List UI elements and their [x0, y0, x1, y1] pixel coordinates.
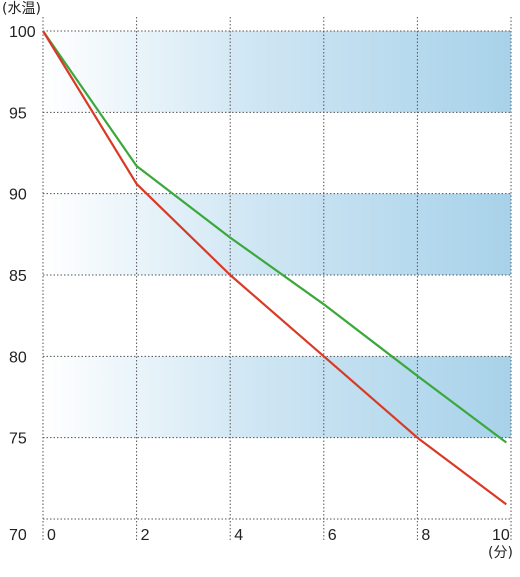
y-tick-label: 75 [9, 431, 27, 448]
x-tick-label: 10 [492, 527, 510, 544]
shaded-bands [43, 31, 511, 438]
y-tick-label: 85 [9, 268, 27, 285]
x-tick-label: 8 [421, 527, 430, 544]
x-unit-label: (分) [488, 545, 513, 561]
x-tick-labels: 0 2 4 6 8 10 [47, 527, 510, 544]
x-tick-label: 0 [47, 527, 56, 544]
x-tick-label: 6 [328, 527, 337, 544]
y-tick-label: 80 [9, 349, 27, 366]
x-tick-label: 4 [234, 527, 243, 544]
shaded-band [43, 356, 511, 438]
shaded-band [43, 193, 511, 275]
series-lines [42, 30, 507, 506]
y-tick-label: 100 [9, 24, 36, 41]
y-tick-label: 90 [9, 187, 27, 204]
shaded-band [43, 31, 511, 113]
series-line-green [42, 30, 507, 444]
y-tick-labels: 70 75 80 85 90 95 100 [9, 24, 36, 544]
grid [42, 17, 512, 540]
x-tick-label: 2 [141, 527, 150, 544]
y-tick-label: 70 [9, 527, 27, 544]
y-tick-label: 95 [9, 105, 27, 122]
series-line-red [42, 30, 507, 506]
y-unit-label: (水温) [2, 1, 41, 17]
